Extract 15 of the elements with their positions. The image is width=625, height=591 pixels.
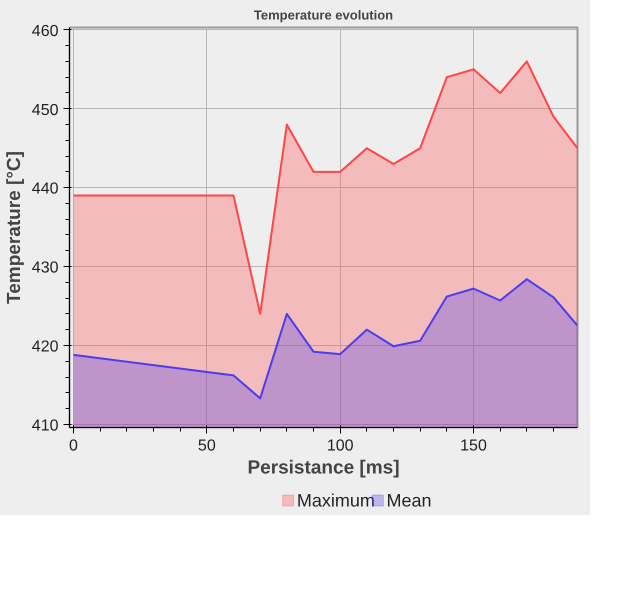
y-tick-label: 440 [32, 180, 59, 198]
x-tick-label: 0 [69, 438, 78, 454]
legend-label: Maximum [296, 490, 375, 510]
y-tick-label: 410 [32, 417, 59, 434]
y-axis-title: Temperature [°C] [4, 151, 25, 304]
y-tick-label: 420 [32, 338, 59, 356]
y-tick-label: 450 [32, 102, 59, 119]
x-axis-title: Persistance [ms] [247, 458, 400, 478]
y-tick-label: 430 [32, 260, 59, 277]
y-tick-label: 460 [32, 22, 59, 40]
legend-label: Mean [386, 490, 432, 510]
chart-title: Temperature evolution [254, 8, 394, 22]
x-tick-label: 50 [198, 438, 216, 454]
x-tick-label: 150 [460, 438, 487, 454]
x-tick-label: 100 [326, 438, 354, 454]
